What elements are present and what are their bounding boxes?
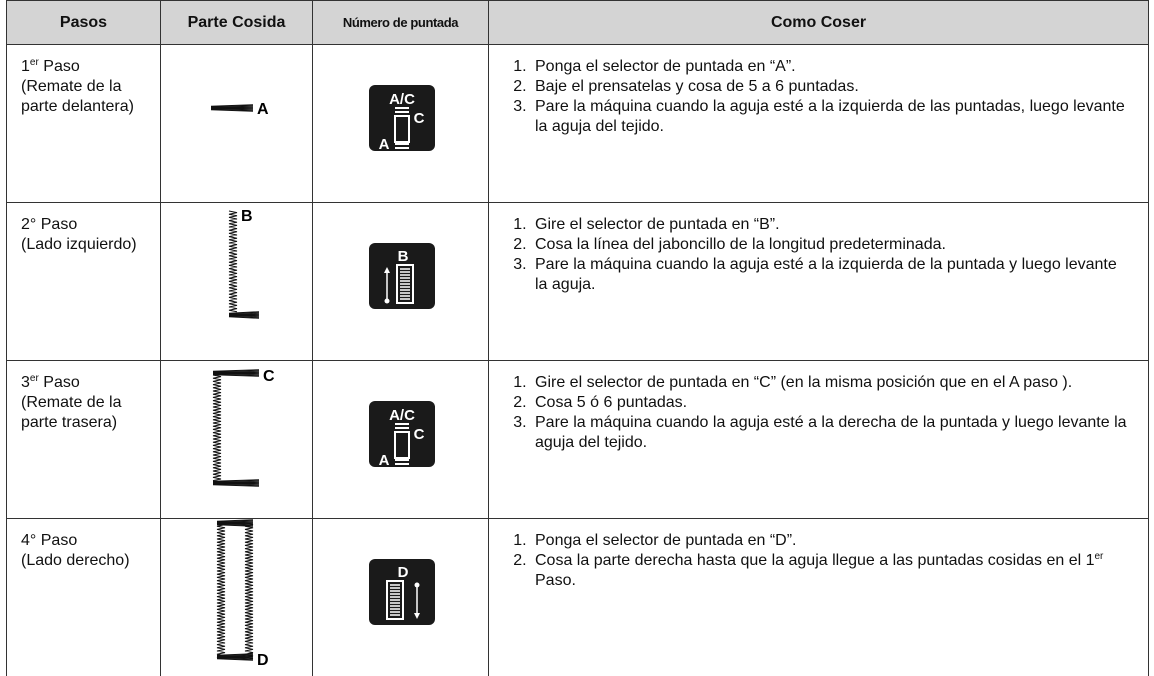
table-row: 4° Paso (Lado derecho) D D Ponga el selector… bbox=[7, 519, 1149, 676]
table-row: 2° Paso (Lado izquierdo) B B Gire el selecto… bbox=[7, 203, 1149, 361]
step: 1er Paso (Remate de la parte delantera) bbox=[7, 45, 160, 117]
stitch-label: D bbox=[257, 652, 269, 669]
instruction: Gire el selector de puntada en “C” (en l… bbox=[531, 373, 1128, 393]
icon-cell: A/C C A bbox=[313, 361, 489, 519]
icon-label: A/C bbox=[389, 91, 415, 108]
stitch-icon: D bbox=[313, 519, 487, 671]
step-description: (Remate de la parte delantera) bbox=[21, 77, 141, 117]
instruction-cell: Ponga el selector de puntada en “D”.Cosa… bbox=[489, 519, 1149, 676]
step-cell: 3er Paso (Remate de la parte trasera) bbox=[7, 361, 161, 519]
instruction: Pare la máquina cuando la aguja esté a l… bbox=[531, 97, 1128, 137]
step-cell: 1er Paso (Remate de la parte delantera) bbox=[7, 45, 161, 203]
stitch-cell: C bbox=[161, 361, 313, 519]
step-description: (Lado izquierdo) bbox=[21, 235, 141, 255]
stitch bbox=[245, 523, 253, 659]
page: {"table": { "headers": ["Pasos", "Parte … bbox=[0, 0, 1154, 658]
stitch-diagram: A bbox=[161, 45, 311, 197]
step-description: (Lado derecho) bbox=[21, 551, 141, 571]
stitch bbox=[213, 482, 259, 483]
stitch-icon: B bbox=[313, 203, 487, 355]
step-word: Paso bbox=[41, 532, 77, 549]
icon-label: A bbox=[379, 136, 390, 153]
instruction-list: Gire el selector de puntada en “C” (en l… bbox=[489, 361, 1148, 453]
step-word: Paso bbox=[41, 216, 77, 233]
step-word: Paso bbox=[43, 58, 79, 75]
instruction: Baje el prensatelas y cosa de 5 a 6 punt… bbox=[531, 77, 1128, 97]
step-cell: 4° Paso (Lado derecho) bbox=[7, 519, 161, 676]
step: 2° Paso (Lado izquierdo) bbox=[7, 203, 160, 255]
instruction-sup: er bbox=[1095, 551, 1104, 562]
icon-cell: B bbox=[313, 203, 489, 361]
stitch-diagram: D bbox=[161, 519, 311, 671]
icon-label: C bbox=[414, 110, 425, 127]
step-suffix: er bbox=[30, 57, 39, 68]
stitch-label: A bbox=[257, 101, 269, 118]
stitch-diagram: B bbox=[161, 203, 311, 355]
step-description: (Remate de la parte trasera) bbox=[21, 393, 141, 433]
icon-label: A bbox=[379, 452, 390, 469]
stitch bbox=[229, 314, 259, 315]
instruction-list: Gire el selector de puntada en “B”.Cosa … bbox=[489, 203, 1148, 295]
column-header: Parte Cosida bbox=[161, 1, 313, 45]
instruction: Gire el selector de puntada en “B”. bbox=[531, 215, 1128, 235]
step-suffix: er bbox=[30, 373, 39, 384]
instruction-cell: Gire el selector de puntada en “C” (en l… bbox=[489, 361, 1149, 519]
instruction: Pare la máquina cuando la aguja esté a l… bbox=[531, 255, 1128, 295]
step-number: 2° bbox=[21, 216, 36, 233]
step-number: 4° bbox=[21, 532, 36, 549]
icon-label: D bbox=[398, 564, 409, 581]
stitch-icon: A/C C A bbox=[313, 361, 487, 513]
icon-label: A/C bbox=[389, 407, 415, 424]
instruction: Pare la máquina cuando la aguja esté a l… bbox=[531, 413, 1128, 453]
instruction: Ponga el selector de puntada en “A”. bbox=[531, 57, 1128, 77]
step-number: 1 bbox=[21, 58, 30, 75]
instruction: Ponga el selector de puntada en “D”. bbox=[531, 531, 1128, 551]
icon-cell: D bbox=[313, 519, 489, 676]
stitch bbox=[229, 211, 237, 312]
stitch-label: C bbox=[263, 368, 275, 385]
column-header: Como Coser bbox=[489, 1, 1149, 45]
instruction: Cosa la línea del jaboncillo de la longi… bbox=[531, 235, 1128, 255]
column-header: Pasos bbox=[7, 1, 161, 45]
stitch bbox=[217, 656, 253, 657]
stitch-diagram: C bbox=[161, 361, 311, 513]
stitch-label: B bbox=[241, 208, 253, 225]
instruction-cell: Gire el selector de puntada en “B”.Cosa … bbox=[489, 203, 1149, 361]
icon-label: C bbox=[414, 426, 425, 443]
stitch bbox=[217, 522, 253, 523]
step-cell: 2° Paso (Lado izquierdo) bbox=[7, 203, 161, 361]
stitch-cell: D bbox=[161, 519, 313, 676]
stitch bbox=[213, 375, 221, 481]
stitch-cell: A bbox=[161, 45, 313, 203]
instruction-cell: Ponga el selector de puntada en “A”.Baje… bbox=[489, 45, 1149, 203]
icon-dot bbox=[385, 299, 390, 304]
step: 4° Paso (Lado derecho) bbox=[7, 519, 160, 571]
column-header: Número de puntada bbox=[313, 1, 489, 45]
step-word: Paso bbox=[43, 374, 79, 391]
icon-dot bbox=[415, 583, 420, 588]
instruction-list: Ponga el selector de puntada en “D”.Cosa… bbox=[489, 519, 1148, 591]
stitch-icon: A/C C A bbox=[313, 45, 487, 197]
instruction: Cosa la parte derecha hasta que la aguja… bbox=[531, 551, 1128, 591]
icon-cell: A/C C A bbox=[313, 45, 489, 203]
instruction-text: Cosa la parte derecha hasta que la aguja… bbox=[535, 552, 1095, 569]
stitch-cell: B bbox=[161, 203, 313, 361]
instruction-text: Paso. bbox=[535, 572, 576, 589]
icon-label: B bbox=[398, 248, 409, 265]
instruction: Cosa 5 ó 6 puntadas. bbox=[531, 393, 1128, 413]
stitch bbox=[211, 107, 253, 108]
stitch bbox=[213, 372, 259, 373]
step-number: 3 bbox=[21, 374, 30, 391]
step: 3er Paso (Remate de la parte trasera) bbox=[7, 361, 160, 433]
instruction-list: Ponga el selector de puntada en “A”.Baje… bbox=[489, 45, 1148, 137]
stitch bbox=[217, 523, 225, 659]
